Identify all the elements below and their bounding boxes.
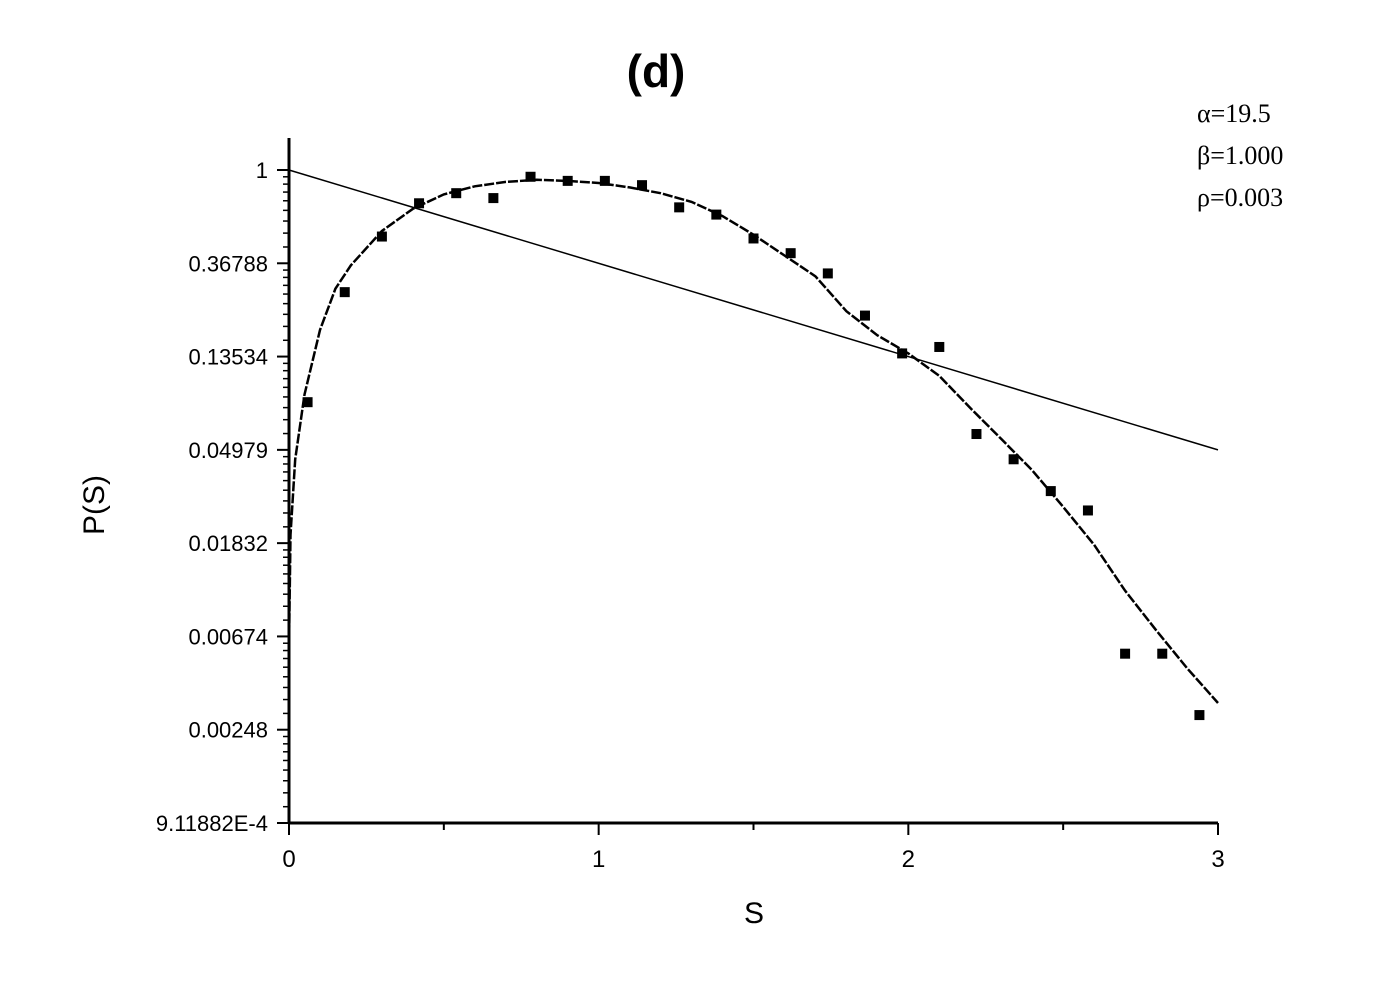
series-layer — [287, 169, 1219, 721]
y-tick-label: 1 — [256, 158, 268, 183]
data-point — [599, 175, 610, 186]
data-point — [785, 248, 796, 259]
data-point — [339, 287, 350, 298]
reference-line — [288, 169, 1219, 451]
data-point — [414, 198, 425, 209]
x-tick-label: 3 — [1211, 846, 1224, 873]
y-tick-label: 9.11882E-4 — [156, 811, 268, 836]
data-point — [1157, 648, 1168, 659]
data-point — [748, 233, 759, 244]
x-axis-label: S — [744, 897, 764, 930]
data-point — [859, 310, 870, 321]
annotation-rho: ρ=0.003 — [1197, 183, 1283, 212]
y-tick-label: 0.01832 — [188, 531, 268, 556]
data-point — [897, 348, 908, 359]
data-point — [1082, 505, 1093, 516]
x-tick-label: 2 — [902, 846, 915, 873]
y-axis-label: P(S) — [78, 475, 111, 535]
y-tick-label: 0.36788 — [188, 251, 268, 276]
data-point — [1120, 648, 1131, 659]
y-tick-label: 0.13534 — [188, 345, 268, 370]
data-point — [674, 202, 685, 213]
data-point — [302, 397, 313, 408]
data-point — [451, 188, 462, 199]
annotation-alpha: α=19.5 — [1197, 99, 1271, 128]
data-point — [822, 268, 833, 279]
data-point — [1194, 710, 1205, 721]
fit-curve — [287, 178, 1219, 704]
annotation-beta: β=1.000 — [1197, 141, 1283, 170]
y-tick-label: 0.04979 — [188, 438, 268, 463]
data-point — [562, 175, 573, 186]
y-tick-label: 0.00674 — [188, 624, 268, 649]
data-point — [1008, 454, 1019, 465]
x-tick-label: 0 — [282, 846, 295, 873]
data-point — [934, 341, 945, 352]
y-tick-label: 0.00248 — [188, 718, 268, 743]
data-point — [376, 231, 387, 242]
x-tick-label: 1 — [592, 846, 605, 873]
data-point — [488, 193, 499, 204]
data-point — [525, 171, 536, 182]
data-point — [637, 180, 648, 191]
axis-ticks: 0 1 2 3 1 0.36788 0.13534 0.04979 0.01832 0.00674… — [156, 158, 1225, 873]
data-point — [971, 429, 982, 440]
chart-title: (d) — [627, 45, 686, 97]
